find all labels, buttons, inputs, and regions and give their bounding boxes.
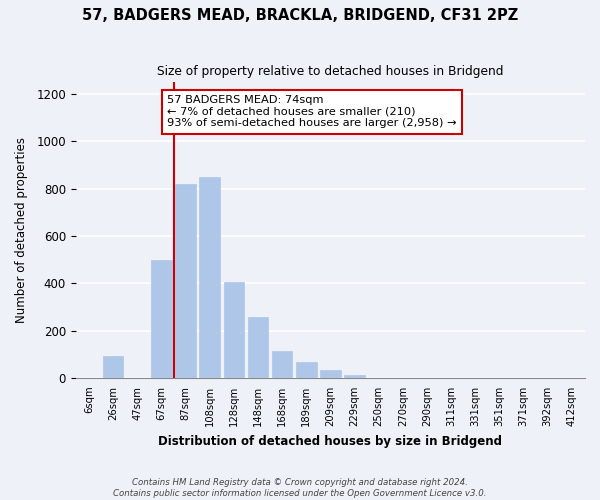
Bar bbox=[103, 356, 124, 378]
Bar bbox=[151, 260, 172, 378]
Title: Size of property relative to detached houses in Bridgend: Size of property relative to detached ho… bbox=[157, 65, 503, 78]
Bar bbox=[344, 374, 365, 378]
Y-axis label: Number of detached properties: Number of detached properties bbox=[15, 137, 28, 323]
Bar bbox=[199, 176, 220, 378]
Bar bbox=[224, 282, 244, 378]
Bar bbox=[248, 316, 268, 378]
Bar bbox=[175, 184, 196, 378]
Text: 57 BADGERS MEAD: 74sqm
← 7% of detached houses are smaller (210)
93% of semi-det: 57 BADGERS MEAD: 74sqm ← 7% of detached … bbox=[167, 96, 457, 128]
Bar bbox=[296, 362, 317, 378]
Bar bbox=[272, 351, 292, 378]
Text: 57, BADGERS MEAD, BRACKLA, BRIDGEND, CF31 2PZ: 57, BADGERS MEAD, BRACKLA, BRIDGEND, CF3… bbox=[82, 8, 518, 22]
Text: Contains HM Land Registry data © Crown copyright and database right 2024.
Contai: Contains HM Land Registry data © Crown c… bbox=[113, 478, 487, 498]
X-axis label: Distribution of detached houses by size in Bridgend: Distribution of detached houses by size … bbox=[158, 434, 502, 448]
Bar bbox=[320, 370, 341, 378]
